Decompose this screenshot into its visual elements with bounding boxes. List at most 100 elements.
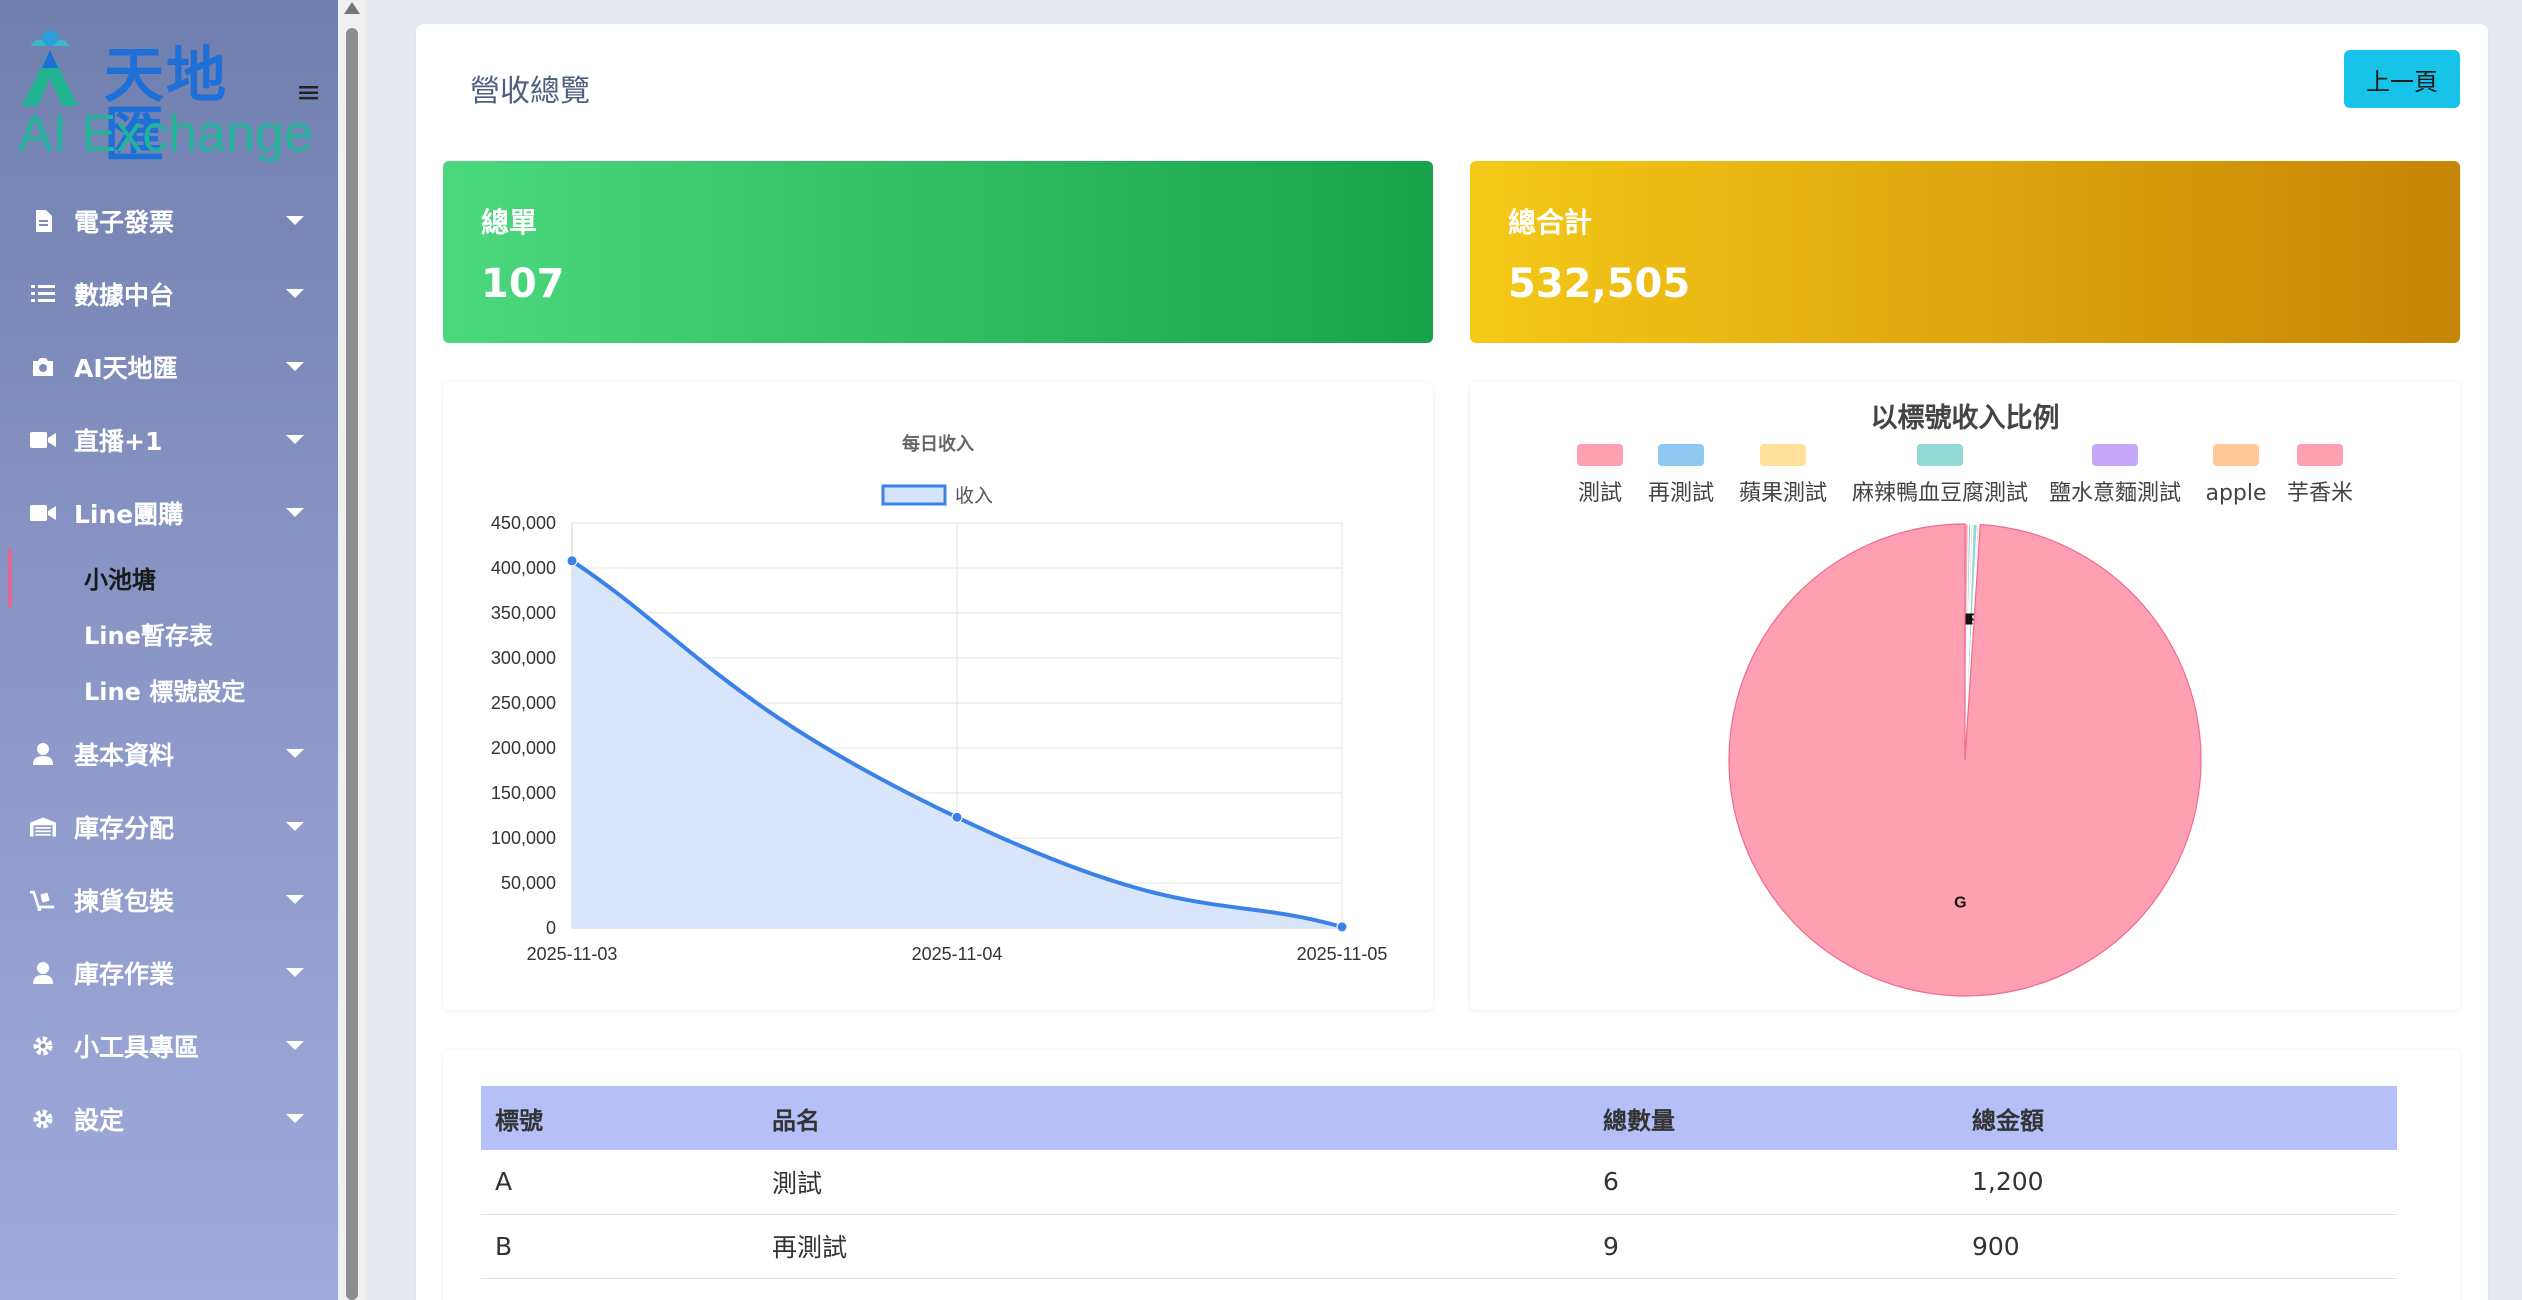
table-header-row: 標號 品名 總數量 總金額 — [481, 1086, 2397, 1150]
slice-label: B — [1962, 611, 1974, 628]
sidebar-item-stock-allocation[interactable]: 庫存分配 — [0, 790, 338, 863]
slice-label: G — [1954, 895, 1966, 912]
y-tick-label: 50,000 — [501, 873, 556, 893]
legend-swatch — [2297, 444, 2343, 466]
legend-swatch — [2092, 444, 2138, 466]
y-tick-label: 200,000 — [491, 738, 556, 758]
menu-toggle-icon[interactable]: ≡ — [296, 75, 322, 110]
sidebar-item-basic-data[interactable]: 基本資料 — [0, 717, 338, 790]
cell-total-quantity: 6 — [1589, 1150, 1958, 1215]
dolly-icon — [30, 887, 56, 913]
data-point — [1336, 921, 1348, 933]
sidebar-nav: 電子發票 數據中台 AI天地匯 直播+1 Line團購 小池塘 Line暫存表 … — [0, 184, 338, 1155]
brand-name-cn: 天地匯 — [104, 41, 228, 171]
legend-label: 芋香米 — [2287, 481, 2353, 506]
y-tick-label: 150,000 — [491, 783, 556, 803]
legend-label: 收入 — [955, 485, 993, 507]
video-icon — [30, 500, 56, 526]
cell-total-amount: 900 — [1958, 1214, 2397, 1279]
sidebar-item-label: 小工具專區 — [74, 1032, 200, 1062]
x-tick-label: 2025-11-05 — [1297, 944, 1388, 964]
y-tick-label: 450,000 — [491, 513, 556, 533]
sidebar-item-e-invoice[interactable]: 電子發票 — [0, 184, 338, 257]
cell-tag: B — [481, 1214, 758, 1279]
grand-total-label: 總合計 — [1508, 206, 1593, 239]
sidebar-item-label: 基本資料 — [74, 740, 175, 770]
chevron-down-icon — [286, 895, 304, 904]
legend-label: apple — [2205, 481, 2266, 506]
warehouse-icon — [30, 814, 56, 840]
sidebar-item-picking-packing[interactable]: 揀貨包裝 — [0, 863, 338, 936]
column-header-total-amount[interactable]: 總金額 — [1972, 1106, 2044, 1135]
y-tick-label: 400,000 — [491, 558, 556, 578]
sidebar-item-data-center[interactable]: 數據中台 — [0, 257, 338, 330]
legend-swatch — [1577, 444, 1623, 466]
sidebar-subitem-line-tag-settings[interactable]: Line 標號設定 — [84, 677, 246, 706]
cell-total-amount: 1,200 — [1958, 1150, 2397, 1215]
cell-tag: A — [481, 1150, 758, 1215]
x-tick-label: 2025-11-04 — [912, 944, 1003, 964]
file-icon — [30, 208, 56, 234]
chevron-down-icon — [286, 289, 304, 298]
sidebar-item-tools[interactable]: 小工具專區 — [0, 1009, 338, 1082]
sidebar-item-label: 庫存作業 — [74, 959, 175, 989]
brand-name-en: AI Exchange — [18, 105, 313, 163]
sidebar-item-label: 直播+1 — [74, 426, 163, 456]
sidebar-item-label: 設定 — [74, 1105, 125, 1135]
daily-revenue-panel: 每日收入 收入 450,000 400,000 350,000 300,000 250,00… — [443, 382, 1433, 1010]
legend-swatch — [2213, 444, 2259, 466]
y-tick-label: 350,000 — [491, 603, 556, 623]
sidebar-item-label: AI天地匯 — [74, 353, 178, 383]
sidebar-item-stock-operations[interactable]: 庫存作業 — [0, 936, 338, 1009]
pie-slice — [1728, 523, 2202, 997]
y-tick-label: 100,000 — [491, 828, 556, 848]
y-tick-label: 300,000 — [491, 648, 556, 668]
user-icon — [30, 741, 56, 767]
legend-swatch — [881, 484, 947, 506]
sidebar-item-label: 數據中台 — [74, 280, 175, 310]
column-header-tag[interactable]: 標號 — [495, 1106, 543, 1135]
tag-summary-panel: 標號 品名 總數量 總金額 A 測試 6 1,200 B 再測試 9 900 — [443, 1050, 2460, 1300]
sidebar-scrollbar[interactable] — [338, 0, 366, 1300]
sidebar-subitem-pond[interactable]: 小池塘 — [0, 549, 338, 607]
column-header-total-quantity[interactable]: 總數量 — [1603, 1106, 1675, 1135]
sidebar-item-live[interactable]: 直播+1 — [0, 403, 338, 476]
sidebar-item-line-group-buy[interactable]: Line團購 — [0, 476, 338, 549]
gear-icon — [30, 1106, 56, 1132]
sidebar-item-label: 電子發票 — [74, 207, 175, 237]
back-button[interactable]: 上一頁 — [2344, 50, 2460, 108]
logo-mark-icon — [22, 30, 78, 106]
legend-label: 再測試 — [1648, 481, 1714, 506]
scrollbar-thumb[interactable] — [346, 28, 358, 1300]
table-row[interactable]: B 再測試 9 900 — [481, 1214, 2397, 1279]
data-point — [566, 555, 578, 567]
legend-label: 蘋果測試 — [1739, 481, 1827, 506]
chevron-down-icon — [286, 216, 304, 225]
grand-total-value: 532,505 — [1508, 261, 1691, 307]
x-tick-label: 2025-11-03 — [527, 944, 618, 964]
legend-swatch — [1658, 444, 1704, 466]
chevron-down-icon — [286, 1114, 304, 1123]
sidebar-item-settings[interactable]: 設定 — [0, 1082, 338, 1155]
data-point — [951, 811, 963, 823]
sidebar-item-ai[interactable]: AI天地匯 — [0, 330, 338, 403]
total-orders-value: 107 — [481, 261, 565, 307]
chevron-down-icon — [286, 508, 304, 517]
tag-summary-table: 標號 品名 總數量 總金額 A 測試 6 1,200 B 再測試 9 900 — [481, 1086, 2397, 1279]
sidebar-subitem-line-temp[interactable]: Line暫存表 — [84, 621, 213, 650]
cell-total-quantity: 9 — [1589, 1214, 1958, 1279]
scroll-up-arrow-icon[interactable] — [344, 2, 360, 14]
gear-icon — [30, 1033, 56, 1059]
table-row[interactable]: A 測試 6 1,200 — [481, 1150, 2397, 1215]
sidebar: 天地匯 AI Exchange ≡ 電子發票 數據中台 AI天地匯 直播+1 L… — [0, 0, 338, 1300]
chevron-down-icon — [286, 1041, 304, 1050]
brand-logo[interactable]: 天地匯 AI Exchange — [16, 26, 313, 166]
total-orders-label: 總單 — [481, 206, 538, 239]
column-header-product-name[interactable]: 品名 — [772, 1106, 820, 1135]
legend-label: 鹽水意麵測試 — [2049, 481, 2181, 506]
chart-title: 以標號收入比例 — [1871, 403, 2060, 434]
legend-label: 測試 — [1578, 481, 1622, 506]
y-tick-label: 0 — [546, 918, 556, 938]
